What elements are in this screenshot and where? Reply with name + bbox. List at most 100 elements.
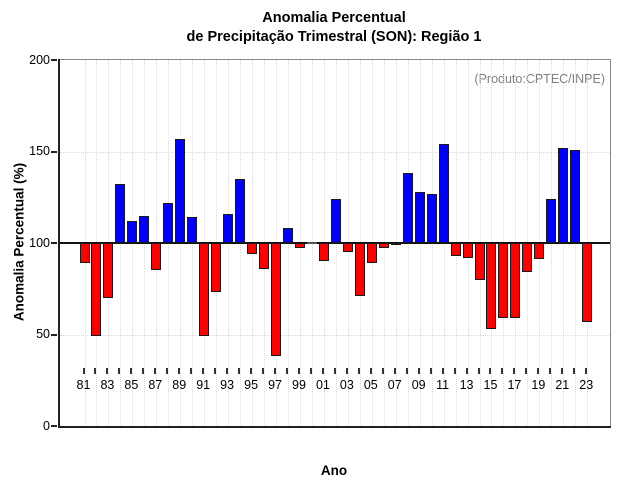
bar-2023: [582, 243, 593, 322]
x-tick: [441, 368, 444, 374]
bar-2020: [546, 199, 557, 243]
chart-title-line1: Anomalia Percentual: [262, 10, 406, 26]
x-tick: [357, 368, 360, 374]
x-tick: [333, 368, 336, 374]
bar-2007: [390, 243, 401, 245]
bar-1997: [271, 243, 282, 357]
bar-1986: [139, 215, 150, 243]
bar-1987: [151, 243, 162, 271]
bar-1992: [211, 243, 222, 293]
y-tick: [51, 242, 57, 244]
x-tick: [453, 368, 456, 374]
x-tick: [561, 368, 564, 374]
y-tick-label: 200: [29, 52, 50, 67]
x-tick: [477, 368, 480, 374]
x-tick: [549, 368, 552, 374]
bar-2001: [318, 243, 329, 262]
x-axis-line: [58, 426, 611, 428]
x-tick: [250, 368, 253, 374]
bar-1985: [127, 221, 138, 243]
baseline-100pct: [60, 242, 610, 244]
x-axis-label: Ano: [320, 463, 348, 478]
bar-2019: [534, 243, 545, 260]
y-tick-label: 100: [29, 235, 50, 250]
bar-1984: [115, 184, 126, 243]
x-tick-label-23: 23: [579, 378, 594, 392]
bar-1999: [294, 243, 305, 249]
bar-1994: [235, 178, 246, 243]
bar-2017: [510, 243, 521, 319]
x-tick: [178, 368, 181, 374]
x-tick: [238, 368, 241, 374]
x-tick: [154, 368, 157, 374]
bar-1988: [163, 202, 174, 243]
bar-1998: [282, 228, 293, 243]
bar-1991: [199, 243, 210, 337]
x-tick: [321, 368, 324, 374]
y-tick: [51, 425, 57, 427]
x-tick-label-87: 87: [148, 378, 163, 392]
x-tick-label-13: 13: [459, 378, 474, 392]
bar-2014: [474, 243, 485, 280]
x-tick-label-11: 11: [436, 378, 450, 392]
x-tick: [297, 368, 300, 374]
x-tick-label-95: 95: [244, 378, 259, 392]
bar-1990: [187, 217, 198, 243]
bar-1989: [175, 138, 186, 243]
bar-1996: [259, 243, 270, 269]
y-axis-line: [58, 59, 60, 428]
x-tick: [202, 368, 205, 374]
x-tick: [274, 368, 277, 374]
x-tick: [190, 368, 193, 374]
bar-2010: [426, 193, 437, 243]
bar-2003: [342, 243, 353, 253]
x-tick: [309, 368, 312, 374]
x-tick: [513, 368, 516, 374]
x-tick-label-15: 15: [483, 378, 498, 392]
x-tick: [130, 368, 133, 374]
chart-title: Anomalia Percentual de Precipitação Trim…: [59, 9, 609, 47]
x-tick: [393, 368, 396, 374]
x-tick-label-81: 81: [76, 378, 91, 392]
x-tick: [537, 368, 540, 374]
y-tick: [51, 59, 57, 61]
x-tick-label-03: 03: [339, 378, 354, 392]
bar-2016: [498, 243, 509, 319]
x-tick-label-09: 09: [411, 378, 426, 392]
x-tick: [166, 368, 169, 374]
bar-2013: [462, 243, 473, 258]
x-tick: [585, 368, 588, 374]
x-tick: [214, 368, 217, 374]
plot-area: (Produto:CPTEC/INPE) 0 50 100 150 200: [29, 53, 611, 433]
x-tick: [573, 368, 576, 374]
chart-title-line2: de Precipitação Trimestral (SON): Região…: [186, 29, 482, 45]
x-tick-label-91: 91: [196, 378, 211, 392]
bar-2000: [306, 242, 317, 244]
x-tick: [94, 368, 97, 374]
x-tick-label-01: 01: [315, 378, 330, 392]
bar-1993: [223, 213, 234, 243]
bar-1995: [247, 243, 258, 254]
y-tick-label: 150: [29, 144, 50, 158]
x-tick: [226, 368, 229, 374]
x-tick: [381, 368, 384, 374]
x-tick: [417, 368, 420, 374]
bar-2004: [354, 243, 365, 297]
x-tick-label-19: 19: [531, 378, 546, 392]
x-tick-label-93: 93: [220, 378, 235, 392]
x-tick: [285, 368, 288, 374]
x-tick: [525, 368, 528, 374]
bar-1983: [103, 243, 114, 298]
x-tick: [501, 368, 504, 374]
x-tick: [465, 368, 468, 374]
bar-2018: [522, 243, 533, 273]
bar-2002: [330, 199, 341, 243]
x-tick: [262, 368, 265, 374]
bar-2006: [378, 243, 389, 249]
bar-2008: [402, 173, 413, 243]
y-tick-label: 50: [36, 327, 50, 341]
bar-2005: [366, 243, 377, 264]
bar-2021: [558, 147, 569, 243]
x-tick: [345, 368, 348, 374]
